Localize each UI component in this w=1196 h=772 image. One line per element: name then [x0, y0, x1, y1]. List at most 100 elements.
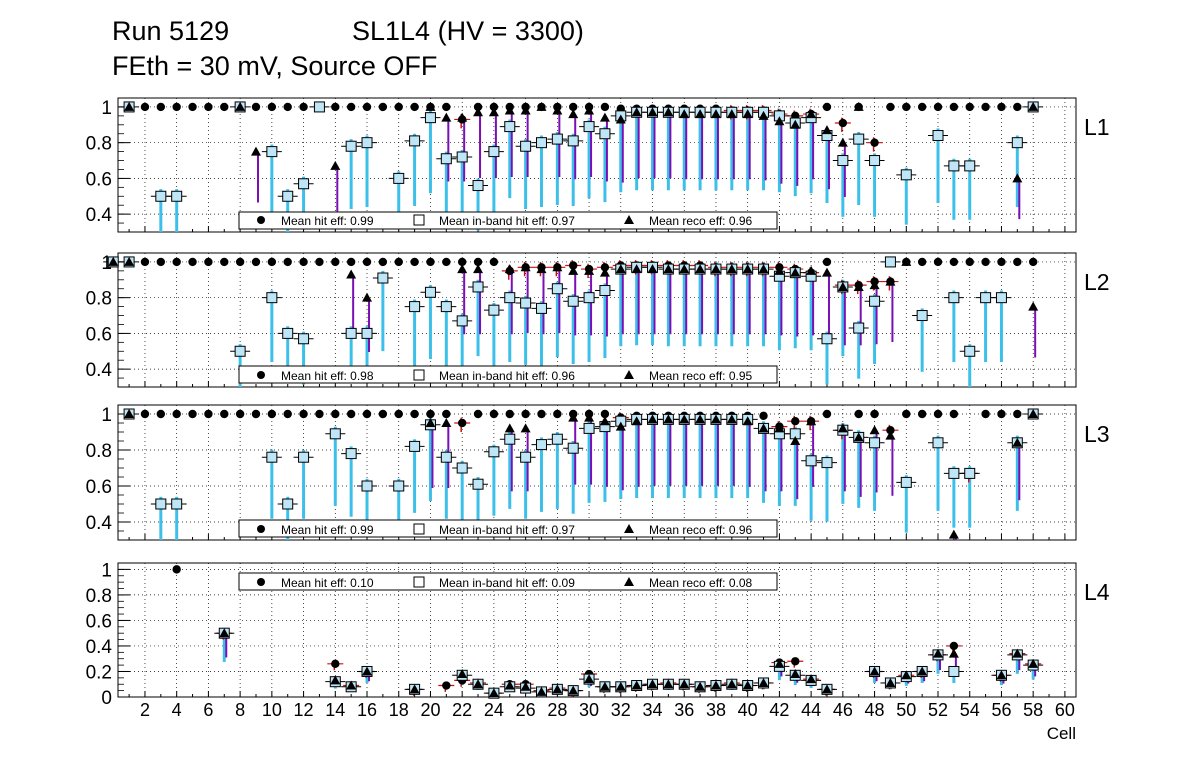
- hit-eff-point: [537, 409, 546, 419]
- hit-eff-point: [362, 409, 372, 419]
- reco-eff-point: [710, 109, 721, 119]
- legend-box: [238, 519, 778, 538]
- plot-frame: [117, 562, 1077, 698]
- reco-eff-point: [473, 679, 484, 689]
- x-tick-label: 16: [357, 700, 377, 720]
- x-tick-label: 54: [960, 700, 980, 720]
- hit-eff-point: [394, 102, 403, 112]
- reco-eff-point: [631, 264, 642, 274]
- x-tick-label: 12: [294, 700, 314, 720]
- inband-eff-point: [409, 135, 421, 147]
- hit-eff-point: [426, 409, 435, 419]
- legend-entry: Mean reco eff: 0.08: [649, 576, 753, 590]
- inband-eff-point: [155, 190, 167, 202]
- hit-eff-point: [331, 257, 340, 267]
- panel-label: L3: [1084, 421, 1110, 447]
- plot-frame: [117, 97, 1077, 233]
- reco-eff-point: [885, 677, 896, 687]
- inband-eff-point: [456, 315, 468, 327]
- reco-eff-point: [631, 680, 642, 690]
- reco-eff-point: [473, 264, 484, 274]
- plot-frame: [117, 252, 1077, 388]
- inband-eff-point: [155, 498, 167, 510]
- legend-inband-marker: [413, 369, 425, 381]
- legend-reco-marker: [624, 215, 634, 224]
- inband-eff-point: [377, 272, 389, 284]
- reco-eff-point: [679, 679, 690, 689]
- reco-eff-point: [615, 114, 626, 124]
- hit-eff-point: [822, 257, 832, 267]
- inband-eff-point: [329, 428, 341, 440]
- reco-eff-point: [599, 681, 610, 691]
- inband-eff-point: [488, 146, 500, 158]
- reco-eff-point: [599, 267, 610, 277]
- hit-eff-point: [346, 257, 356, 267]
- hit-eff-point: [902, 102, 911, 112]
- hit-eff-point: [759, 411, 768, 420]
- inband-eff-point: [869, 295, 881, 307]
- hit-eff-point: [204, 257, 213, 267]
- hit-eff-point: [822, 409, 832, 419]
- inband-eff-point: [520, 297, 532, 309]
- reco-eff-point: [806, 109, 817, 119]
- reco-eff-point: [615, 264, 626, 274]
- hit-eff-point: [473, 257, 483, 267]
- hit-eff-point: [457, 418, 467, 428]
- hit-eff-point: [489, 409, 499, 419]
- x-tick-label: 2: [140, 700, 150, 720]
- hit-eff-point: [442, 681, 451, 690]
- panel-l1: 0.4 0.6 0.8 1 Mean hit eff: 0.99 Mean in-band…: [86, 97, 1110, 233]
- inband-eff-point: [869, 437, 881, 449]
- inband-eff-point: [345, 327, 357, 339]
- x-tick-label: 56: [991, 700, 1011, 720]
- inband-eff-point: [282, 327, 294, 339]
- y-tick-label: 0: [101, 688, 112, 709]
- hit-eff-point: [1028, 257, 1038, 267]
- hit-eff-point: [267, 257, 277, 267]
- reco-eff-point: [726, 679, 737, 689]
- hit-eff-point: [981, 409, 990, 419]
- inband-eff-point: [583, 422, 595, 434]
- hit-eff-point: [204, 102, 213, 112]
- reco-eff-point: [504, 680, 515, 690]
- reco-eff-point: [504, 423, 515, 433]
- reco-eff-point: [917, 666, 928, 676]
- inband-eff-point: [948, 467, 960, 479]
- x-tick-label: 60: [1055, 700, 1075, 720]
- inband-eff-point: [456, 462, 468, 474]
- y-tick-label: 0.6: [86, 324, 112, 345]
- reco-eff-point: [869, 425, 880, 435]
- conditions-title: FEth = 30 mV, Source OFF: [112, 51, 438, 81]
- reco-eff-point: [790, 669, 801, 679]
- reco-eff-point: [679, 109, 690, 119]
- y-tick-label: 0.8: [86, 586, 112, 607]
- inband-eff-point: [980, 292, 992, 304]
- plot-frame: [117, 404, 1077, 541]
- reco-eff-point: [520, 105, 531, 115]
- hit-eff-point: [315, 409, 324, 419]
- reco-eff-point: [457, 264, 468, 274]
- hit-eff-point: [442, 102, 451, 112]
- reco-eff-point: [568, 685, 579, 695]
- hit-eff-point: [331, 102, 340, 112]
- hit-eff-point: [283, 257, 292, 267]
- y-tick-label: 0.2: [86, 662, 112, 683]
- reco-eff-point: [790, 119, 801, 129]
- y-tick-label: 0.4: [86, 360, 113, 381]
- hit-eff-point: [220, 102, 229, 112]
- inband-eff-point: [393, 172, 405, 184]
- x-tick-label: 4: [172, 700, 182, 720]
- inband-eff-point: [884, 256, 896, 268]
- reco-eff-point: [726, 264, 737, 274]
- hit-eff-point: [886, 102, 895, 112]
- reco-eff-point: [536, 101, 547, 111]
- reco-eff-point: [441, 418, 452, 427]
- x-tick-label: 58: [1023, 700, 1043, 720]
- reco-eff-point: [837, 137, 848, 147]
- reco-eff-point: [330, 160, 341, 170]
- inband-eff-point: [282, 498, 294, 510]
- hit-eff-point: [473, 409, 483, 419]
- hit-eff-point: [997, 409, 1006, 419]
- reco-eff-point: [821, 684, 832, 694]
- hit-eff-point: [521, 409, 530, 419]
